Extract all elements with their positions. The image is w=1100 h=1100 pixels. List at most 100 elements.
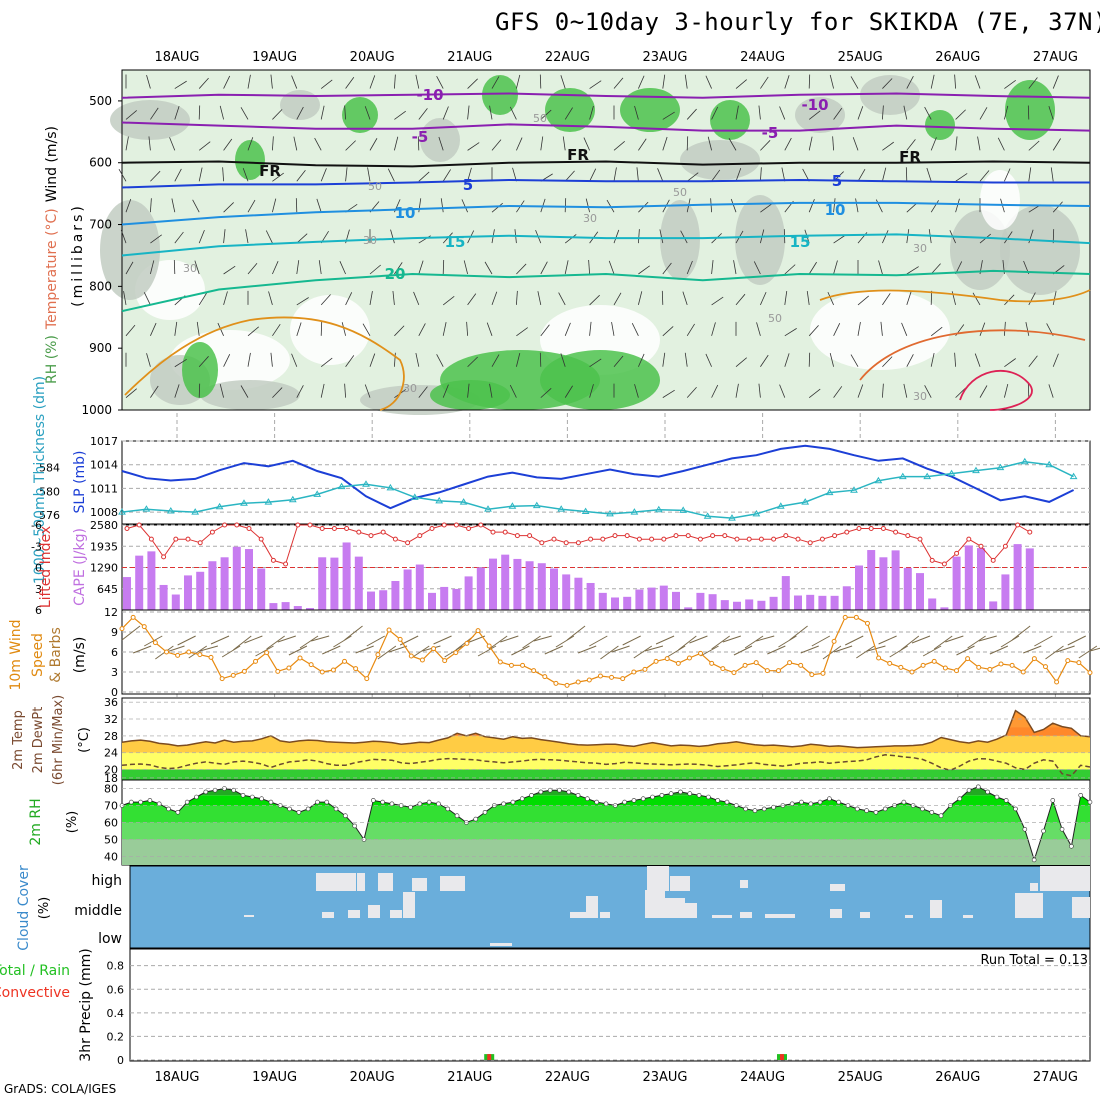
rh-region (620, 88, 680, 132)
surface-wind-barb (600, 645, 619, 660)
wind-barb (125, 324, 136, 337)
wind-barb (146, 74, 151, 89)
wind-barb (779, 384, 786, 398)
cloud-high-label: high (91, 873, 122, 889)
wind-tick: 12 (104, 606, 118, 619)
wind-barb (219, 105, 224, 120)
rh-marker (371, 798, 376, 803)
wind-barb (906, 139, 916, 151)
isotherm-label: -10 (801, 96, 828, 114)
surface-wind-barb (633, 645, 653, 659)
wind-barb (829, 353, 834, 367)
rh-marker (175, 809, 181, 815)
wind-barb (613, 77, 624, 89)
isotherm-label: 10 (395, 204, 416, 222)
rh-marker (678, 789, 683, 795)
wind-barb (662, 262, 672, 275)
wind-barb (906, 75, 914, 89)
lifted-index-marker (490, 529, 496, 535)
surface-wind-barb (767, 645, 786, 655)
precip-axis-label: 3hr Precip (mm) (78, 948, 94, 1061)
wind-barb (394, 74, 396, 89)
wind-barb (148, 136, 151, 151)
wind-barb (345, 140, 356, 151)
rh-region (182, 342, 218, 398)
wind-barb (829, 74, 834, 89)
rh-contour-label: 50 (673, 186, 687, 199)
lifted-index-marker (771, 536, 777, 542)
cape-bar (708, 594, 717, 610)
date-label-top: 19AUG (252, 50, 297, 65)
surface-wind-barb (522, 635, 541, 649)
thickness-marker (947, 469, 956, 477)
cape-bar (842, 586, 851, 610)
cape-tick: 1290 (90, 562, 118, 575)
cape-bar (330, 557, 339, 610)
wind-barb (150, 385, 159, 398)
surface-wind-barb (978, 635, 997, 642)
lifted-index-marker (405, 540, 411, 546)
lifted-index-marker (710, 533, 716, 539)
thickness-marker (435, 496, 444, 504)
cloud-block (378, 873, 393, 891)
cloud-block (860, 912, 870, 918)
wind-barb (974, 353, 981, 367)
cape-bar (928, 598, 937, 610)
cape-bar (208, 561, 217, 610)
wind-barb (833, 323, 841, 336)
wind-barb (223, 265, 236, 275)
cape-bar (879, 557, 888, 610)
chart-title: GFS 0~10day 3-hourly for SKIKDA (7E, 37N… (495, 8, 1100, 36)
isotherm-label: -10 (416, 86, 443, 104)
wind-barb (613, 292, 622, 306)
wind-barb (564, 170, 575, 182)
wind-barb (491, 139, 502, 151)
wind-barb (613, 229, 620, 244)
thickness-line (121, 461, 1074, 519)
isotherm-line (121, 201, 1091, 226)
wind-barb (394, 110, 406, 120)
wind-barb (705, 353, 712, 367)
cloud-block (412, 878, 427, 891)
wind-barb (753, 261, 761, 275)
rh-marker (594, 799, 599, 805)
wind-speed-marker (698, 650, 704, 656)
isotherm-label: 10 (825, 201, 846, 219)
lifted-index-marker (283, 561, 289, 567)
cape-bar (245, 549, 253, 610)
upper-air-ylabel: RH (%) Temperature (°C) Wind (m/s) (44, 126, 60, 384)
rh-contour-label: 30 (913, 242, 927, 255)
surface-wind-barb (922, 645, 942, 657)
wind-barb (387, 168, 395, 182)
wind-barb (339, 261, 346, 275)
wind-barb (489, 383, 493, 398)
wind-barb (438, 136, 444, 151)
wind-barb (486, 322, 493, 336)
thickness-marker (776, 502, 785, 509)
cape-bar (501, 554, 510, 610)
lifted-index-marker (356, 529, 362, 535)
lifted-index-marker (222, 522, 228, 528)
cape-bar (159, 584, 168, 610)
surface-wind-barb (756, 635, 775, 642)
thickness-marker (606, 509, 614, 517)
cloud-block (1040, 866, 1090, 891)
cloud-block (665, 898, 685, 918)
rh-marker (1041, 828, 1046, 834)
rh-marker (752, 808, 758, 813)
lifted-index-marker (417, 533, 423, 539)
wind-barb (930, 352, 935, 367)
surface-wind-barb (322, 645, 341, 655)
wind-barb (585, 198, 590, 213)
wind-barb (143, 292, 151, 306)
wind-barb (394, 325, 405, 337)
wind-barb (906, 291, 912, 306)
wind-barb (878, 260, 883, 275)
wind-barb (955, 109, 966, 120)
isotherm-label: 5 (463, 176, 473, 194)
cape-bar (123, 577, 131, 610)
cape-bar (220, 557, 229, 610)
lifted-index-marker (270, 557, 276, 563)
wind-barb (272, 323, 281, 337)
surface-wind-barb (477, 645, 497, 657)
